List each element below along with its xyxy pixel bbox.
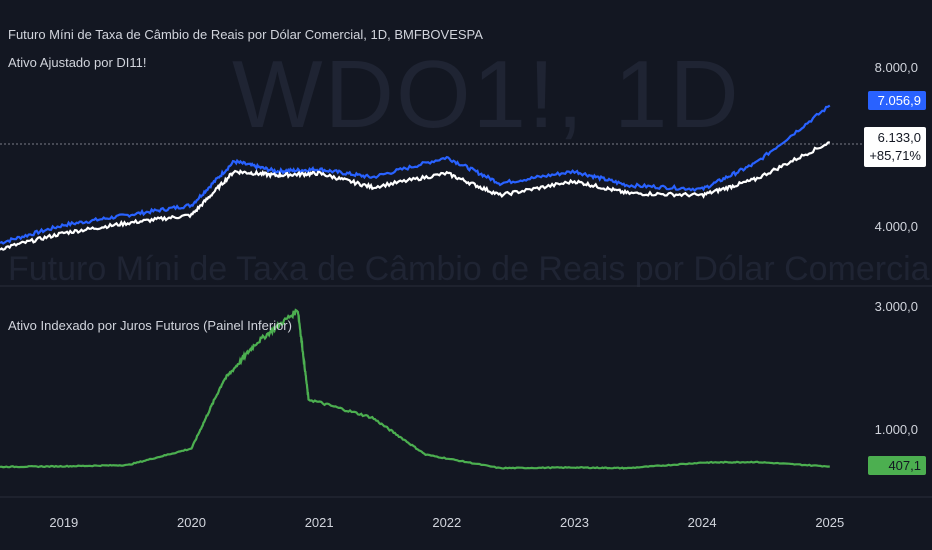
change-pct-text: +85,71% <box>869 148 921 163</box>
x-tick-label: 2023 <box>560 515 589 530</box>
top-series-line-0 <box>0 104 831 245</box>
x-tick-label: 2025 <box>815 515 844 530</box>
x-tick-label: 2021 <box>305 515 334 530</box>
x-tick-label: 2019 <box>49 515 78 530</box>
bottom-series-line-0 <box>0 308 830 470</box>
x-tick-label: 2024 <box>688 515 717 530</box>
price-value-text: 6.133,0 <box>877 130 921 145</box>
x-tick-label: 2022 <box>432 515 461 530</box>
bottom-y-tick-label: 1.000,0 <box>875 422 918 437</box>
index-value-badge: 407,1 <box>868 456 926 475</box>
bottom-y-tick-label: 3.000,0 <box>875 299 918 314</box>
top-y-tick-label: 4.000,0 <box>875 219 918 234</box>
price-value-badge: 6.133,0 +85,71% <box>864 127 926 167</box>
symbol-title: Futuro Míni de Taxa de Câmbio de Reais p… <box>8 27 483 42</box>
study-top-title: Ativo Ajustado por DI11! <box>8 55 147 70</box>
adjusted-value-badge: 7.056,9 <box>868 91 926 110</box>
top-y-tick-label: 8.000,0 <box>875 60 918 75</box>
top-series-line-1 <box>0 141 831 251</box>
study-bottom-title: Ativo Indexado por Juros Futuros (Painel… <box>8 318 292 333</box>
x-tick-label: 2020 <box>177 515 206 530</box>
